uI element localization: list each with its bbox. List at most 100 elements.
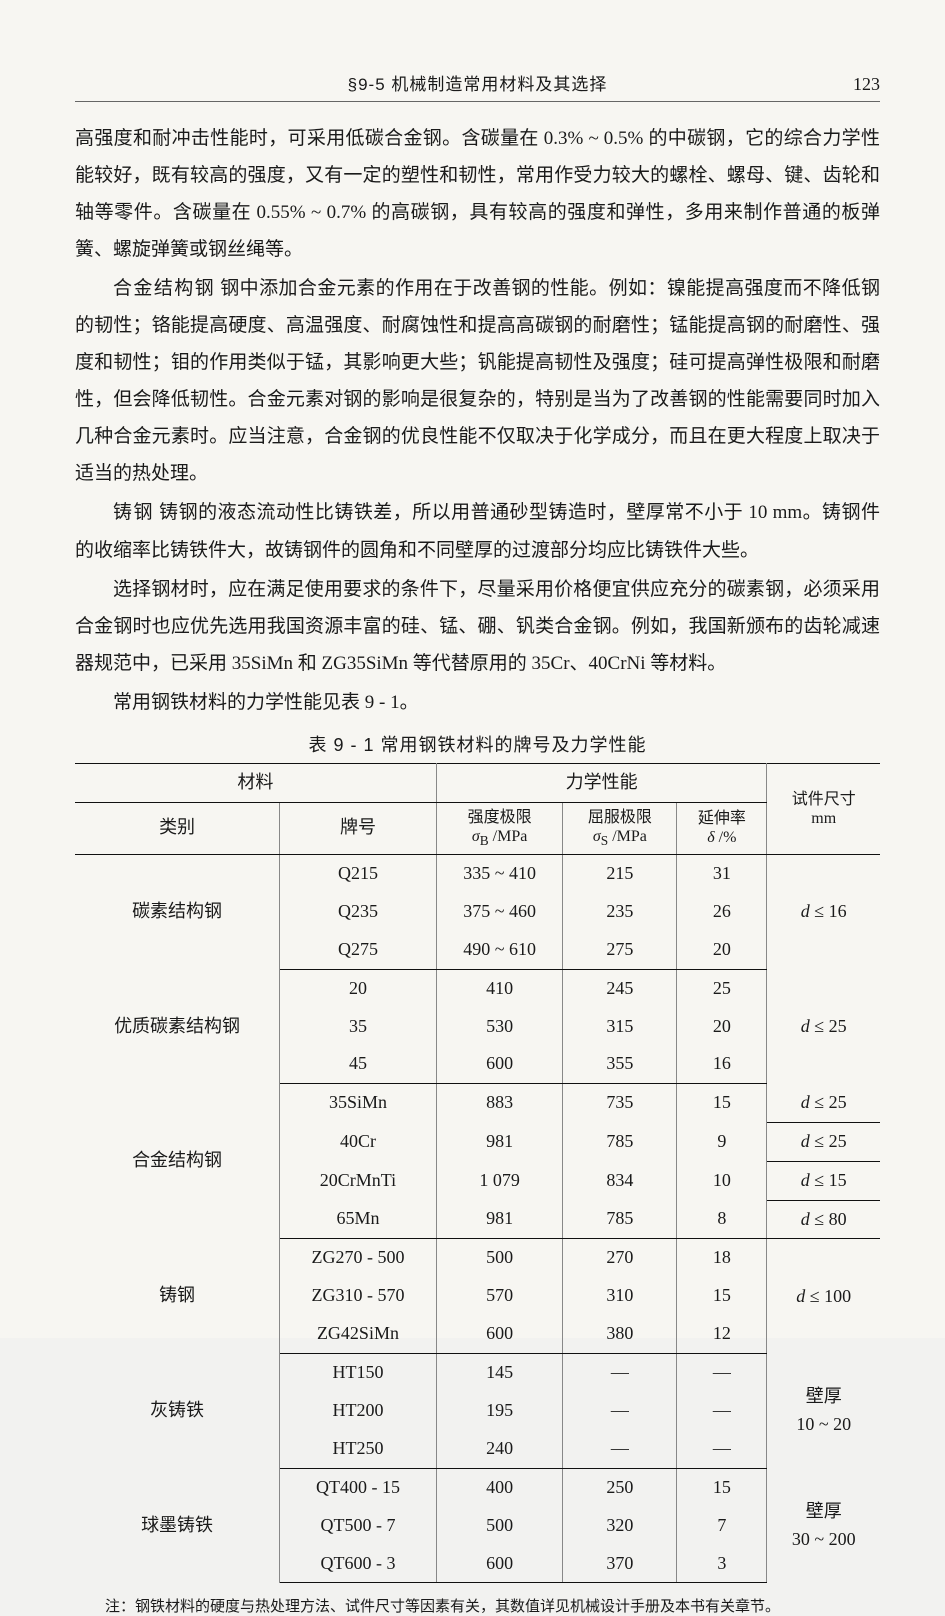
table-title: 表 9 - 1 常用钢铁材料的牌号及力学性能 <box>75 731 880 757</box>
cell-d: 12 <box>677 1315 767 1353</box>
page-number: 123 <box>820 74 880 95</box>
th-grade: 牌号 <box>280 802 437 854</box>
cell-d: 18 <box>677 1239 767 1277</box>
table-footnote: 注：钢铁材料的硬度与热处理方法、试件尺寸等因素有关，其数值详见机械设计手册及本书… <box>75 1595 880 1616</box>
cell-sb: 375 ~ 460 <box>436 893 563 931</box>
th-yield-sym: σS /MPa <box>569 827 670 849</box>
cell-grade: HT250 <box>280 1430 437 1468</box>
page: §9-5 机械制造常用材料及其选择 123 高强度和耐冲击性能时，可采用低碳合金… <box>0 0 945 1338</box>
table-header-row-2: 类别 牌号 强度极限 σB /MPa 屈服极限 σS /MPa 延伸率 <box>75 802 880 854</box>
cell-ss: 215 <box>563 855 677 893</box>
cell-ss: 380 <box>563 1315 677 1353</box>
cell-d: — <box>677 1392 767 1430</box>
table-row: 灰铸铁 HT150 145 — — 壁厚10 ~ 20 <box>75 1354 880 1392</box>
cell-grade: ZG270 - 500 <box>280 1239 437 1277</box>
cell-sb: 500 <box>436 1507 563 1545</box>
cell-sb: 490 ~ 610 <box>436 931 563 969</box>
cell-ss: 250 <box>563 1468 677 1506</box>
th-category: 类别 <box>75 802 280 854</box>
cell-sb: 1 079 <box>436 1161 563 1200</box>
cell-sb: 600 <box>436 1045 563 1083</box>
th-yield: 屈服极限 σS /MPa <box>563 802 677 854</box>
cell-grade: 35 <box>280 1008 437 1046</box>
cell-ss: 275 <box>563 931 677 969</box>
cell-sb: 240 <box>436 1430 563 1468</box>
cell-grade: HT150 <box>280 1354 437 1392</box>
cell-d: 25 <box>677 969 767 1007</box>
cell-ss: — <box>563 1430 677 1468</box>
cell-sb: 600 <box>436 1545 563 1583</box>
th-spec-unit: mm <box>773 809 874 828</box>
cell-d: 15 <box>677 1468 767 1506</box>
cell-spec: d ≤ 25 <box>767 1084 880 1122</box>
cell-d: 20 <box>677 1008 767 1046</box>
cell-grade: QT400 - 15 <box>280 1468 437 1506</box>
th-strength-sym: σB /MPa <box>443 827 557 849</box>
table-row: 碳素结构钢 Q215 335 ~ 410 215 31 d ≤ 16 <box>75 855 880 893</box>
para2-lead: 合金结构钢 <box>113 278 215 299</box>
cell-sb: 570 <box>436 1277 563 1315</box>
cell-sb: 883 <box>436 1084 563 1122</box>
cell-grade: 35SiMn <box>280 1084 437 1122</box>
cell-sb: 400 <box>436 1468 563 1506</box>
cell-category: 灰铸铁 <box>75 1354 280 1469</box>
cell-ss: 235 <box>563 893 677 931</box>
cell-spec: d ≤ 100 <box>767 1239 880 1354</box>
cell-d: — <box>677 1430 767 1468</box>
cell-ss: 735 <box>563 1084 677 1122</box>
cell-grade: Q235 <box>280 893 437 931</box>
cell-d: 31 <box>677 855 767 893</box>
cell-spec: d ≤ 25 <box>767 1122 880 1161</box>
cell-grade: Q275 <box>280 931 437 969</box>
cell-grade: 20CrMnTi <box>280 1161 437 1200</box>
cell-spec: 壁厚10 ~ 20 <box>767 1354 880 1469</box>
table-row: 合金结构钢 35SiMn 883 735 15 d ≤ 25 <box>75 1084 880 1122</box>
para2-body: 钢中添加合金元素的作用在于改善钢的性能。例如：镍能提高强度而不降低钢的韧性；铬能… <box>75 278 880 484</box>
th-elong-sym: δ /% <box>683 828 760 847</box>
cell-d: 26 <box>677 893 767 931</box>
table-header-row-1: 材料 力学性能 试件尺寸 mm <box>75 763 880 802</box>
cell-ss: 315 <box>563 1008 677 1046</box>
th-strength-label: 强度极限 <box>443 808 557 827</box>
th-elong: 延伸率 δ /% <box>677 802 767 854</box>
cell-sb: 600 <box>436 1315 563 1353</box>
cell-grade: 45 <box>280 1045 437 1083</box>
cell-ss: 310 <box>563 1277 677 1315</box>
cell-ss: 245 <box>563 969 677 1007</box>
cell-d: 10 <box>677 1161 767 1200</box>
cell-sb: 530 <box>436 1008 563 1046</box>
cell-sb: 410 <box>436 969 563 1007</box>
cell-ss: 785 <box>563 1122 677 1161</box>
paragraph-2: 合金结构钢 钢中添加合金元素的作用在于改善钢的性能。例如：镍能提高强度而不降低钢… <box>75 270 880 492</box>
cell-ss: 270 <box>563 1239 677 1277</box>
th-mech: 力学性能 <box>436 763 767 802</box>
cell-category: 碳素结构钢 <box>75 855 280 970</box>
cell-grade: ZG310 - 570 <box>280 1277 437 1315</box>
cell-grade: ZG42SiMn <box>280 1315 437 1353</box>
cell-d: 16 <box>677 1045 767 1083</box>
cell-d: — <box>677 1354 767 1392</box>
paragraph-4: 选择钢材时，应在满足使用要求的条件下，尽量采用价格便宜供应充分的碳素钢，必须采用… <box>75 571 880 682</box>
cell-d: 3 <box>677 1545 767 1583</box>
cell-ss: 785 <box>563 1200 677 1239</box>
table-row: 优质碳素结构钢 20 410 245 25 d ≤ 25 <box>75 969 880 1007</box>
cell-category: 铸钢 <box>75 1239 280 1354</box>
materials-table: 材料 力学性能 试件尺寸 mm 类别 牌号 强度极限 σB /MPa 屈服极限 <box>75 763 880 1584</box>
th-material: 材料 <box>75 763 436 802</box>
cell-ss: — <box>563 1392 677 1430</box>
th-yield-label: 屈服极限 <box>569 808 670 827</box>
cell-grade: 65Mn <box>280 1200 437 1239</box>
cell-spec: d ≤ 80 <box>767 1200 880 1239</box>
cell-sb: 500 <box>436 1239 563 1277</box>
cell-spec: 壁厚30 ~ 200 <box>767 1468 880 1583</box>
table-row: 铸钢 ZG270 - 500 500 270 18 d ≤ 100 <box>75 1239 880 1277</box>
cell-spec: d ≤ 15 <box>767 1161 880 1200</box>
cell-grade: 20 <box>280 969 437 1007</box>
cell-d: 8 <box>677 1200 767 1239</box>
paragraph-1: 高强度和耐冲击性能时，可采用低碳合金钢。含碳量在 0.3% ~ 0.5% 的中碳… <box>75 120 880 268</box>
cell-category: 优质碳素结构钢 <box>75 969 280 1084</box>
section-title: §9-5 机械制造常用材料及其选择 <box>135 70 820 95</box>
paragraph-3: 铸钢 铸钢的液态流动性比铸铁差，所以用普通砂型铸造时，壁厚常不小于 10 mm。… <box>75 494 880 568</box>
cell-category: 球墨铸铁 <box>75 1468 280 1583</box>
cell-d: 15 <box>677 1084 767 1122</box>
